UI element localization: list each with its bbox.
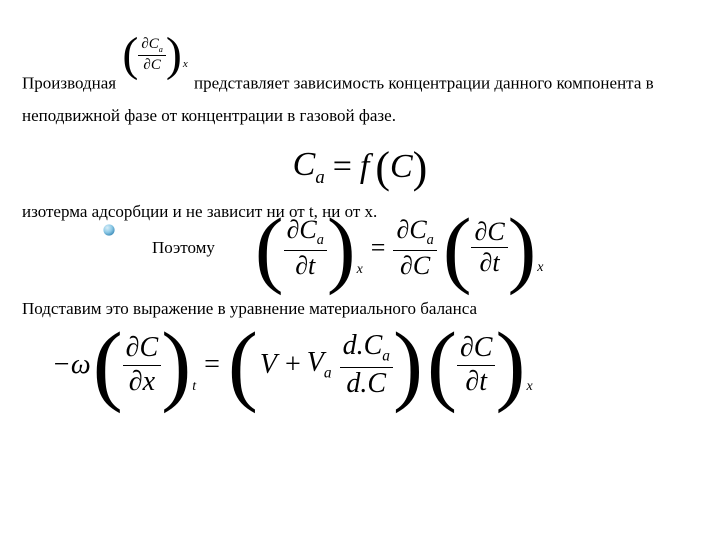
inline-partial-derivative: ( ∂Ca ∂C ) x: [122, 36, 187, 77]
bullet-sphere-icon: [102, 223, 116, 237]
equation-isotherm: Ca = f ( C ): [22, 142, 698, 193]
text-therefore: Поэтому: [152, 238, 215, 258]
paragraph-substitute: Подставим это выражение в уравнение мате…: [22, 298, 698, 321]
text-derivative-suffix: представляет зависимость концентрации да…: [22, 73, 654, 124]
text-derivative-prefix: Производная: [22, 73, 116, 92]
paragraph-derivative: Производная ( ∂Ca ∂C ) x представляет за…: [22, 64, 698, 128]
subscript-x: x: [183, 57, 188, 72]
equation-chain-rule: Поэтому ( ∂Ca ∂t ) x = ∂Ca ∂C ( ∂C ∂t ): [152, 216, 698, 281]
equation-material-balance: −ω ( ∂C ∂x ) t = ( V + Va d.Ca d.C ): [52, 331, 698, 399]
